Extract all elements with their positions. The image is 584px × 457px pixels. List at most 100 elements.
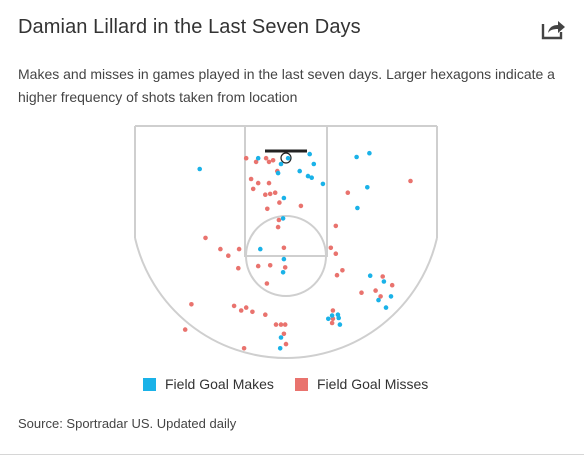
missed-shot-point [267, 263, 273, 268]
missed-shot-point [273, 322, 279, 327]
missed-shot-point [265, 206, 270, 212]
made-shots-series [197, 150, 394, 351]
missed-shot-point [283, 341, 289, 347]
missed-shot-point [241, 346, 247, 351]
missed-shot-point [250, 186, 256, 192]
missed-shot-point [248, 176, 254, 182]
made-shot-point [278, 161, 284, 167]
legend-item-misses: Field Goal Misses [295, 374, 428, 394]
missed-shot-point [330, 308, 336, 313]
made-shot-point [197, 166, 202, 172]
missed-shot-point [270, 158, 276, 163]
made-shot-point [354, 154, 359, 160]
missed-shot-point [236, 246, 242, 252]
missed-shot-point [272, 190, 278, 195]
missed-shot-point [333, 223, 339, 229]
made-shot-point [329, 313, 335, 318]
missed-shot-point [282, 265, 288, 270]
missed-shot-point [276, 217, 282, 223]
missed-shot-point [380, 274, 386, 279]
missed-shot-point [182, 327, 188, 332]
missed-shots-series [182, 155, 413, 351]
made-shot-point [258, 246, 263, 252]
made-shot-point [280, 216, 286, 221]
made-shot-point [255, 155, 261, 161]
made-shot-point [307, 151, 313, 157]
missed-shot-point [189, 302, 194, 307]
paint-key [244, 125, 328, 257]
missed-shot-point [373, 288, 378, 293]
missed-shot-point [243, 305, 249, 310]
missed-shot-point [359, 290, 364, 295]
missed-shot-point [238, 308, 244, 313]
missed-shot-point [263, 192, 268, 197]
made-shot-point [383, 305, 389, 310]
made-shot-point [376, 297, 381, 303]
missed-shot-point [263, 312, 268, 317]
made-shot-point [277, 346, 283, 351]
missed-shot-point [266, 180, 272, 186]
missed-shot-point [282, 322, 288, 327]
made-shot-point [388, 294, 394, 299]
made-shot-point [336, 315, 342, 321]
missed-shot-point [263, 155, 269, 161]
missed-shot-point [267, 191, 273, 197]
legend-swatch-makes [143, 377, 156, 391]
legend-swatch-misses [295, 377, 308, 391]
missed-shot-point [340, 268, 345, 273]
made-shot-point [281, 256, 287, 262]
made-shot-point [320, 181, 326, 187]
missed-shot-point [277, 200, 282, 205]
missed-shot-point [253, 159, 259, 165]
missed-shot-point [236, 265, 241, 271]
made-shot-point [309, 175, 315, 180]
missed-shot-point [226, 253, 231, 258]
missed-shot-point [264, 281, 270, 286]
missed-shot-point [278, 322, 284, 327]
missed-shot-point [378, 294, 383, 299]
missed-shot-point [255, 263, 261, 269]
missed-shot-point [345, 190, 351, 195]
missed-shot-point [243, 155, 249, 161]
missed-shot-point [333, 251, 339, 256]
missed-shot-point [281, 245, 287, 251]
made-shot-point [337, 322, 343, 327]
chart-title: Damian Lillard in the Last Seven Days [18, 16, 361, 38]
made-shot-point [278, 335, 284, 340]
missed-shot-point [298, 203, 304, 209]
made-shot-point [311, 161, 317, 167]
court-lines [134, 125, 438, 359]
missed-shot-point [203, 235, 208, 241]
made-shot-point [365, 185, 370, 190]
made-shot-point [297, 168, 303, 174]
shot-chart-court [134, 125, 438, 359]
missed-shot-point [250, 309, 255, 315]
legend-label-misses: Field Goal Misses [317, 376, 429, 392]
legend-label-makes: Field Goal Makes [165, 376, 274, 392]
share-arrow-glyph [541, 21, 565, 40]
made-shot-point [355, 205, 360, 211]
made-shot-point [367, 273, 373, 278]
missed-shot-point [275, 224, 281, 230]
three-point-arc [134, 237, 438, 359]
made-shot-point [381, 279, 387, 284]
missed-shot-point [328, 245, 334, 251]
missed-shot-point [334, 272, 340, 278]
missed-shot-point [389, 282, 395, 288]
missed-shot-point [218, 246, 223, 252]
chart-description: Makes and misses in games played in the … [18, 66, 555, 105]
share-arrow-icon[interactable] [541, 18, 567, 40]
missed-shot-point [266, 159, 272, 165]
missed-shot-point [281, 331, 287, 337]
made-shot-point [326, 316, 331, 322]
made-shot-point [305, 173, 311, 179]
made-shot-point [281, 195, 287, 201]
missed-shot-point [231, 303, 237, 309]
source-note: Source: Sportradar US. Updated daily [18, 416, 237, 431]
legend-item-makes: Field Goal Makes [143, 374, 274, 394]
made-shot-point [275, 170, 281, 176]
missed-shot-point [329, 320, 335, 326]
chart-legend: Field Goal Makes Field Goal Misses [0, 374, 584, 394]
missed-shot-point [255, 180, 261, 186]
